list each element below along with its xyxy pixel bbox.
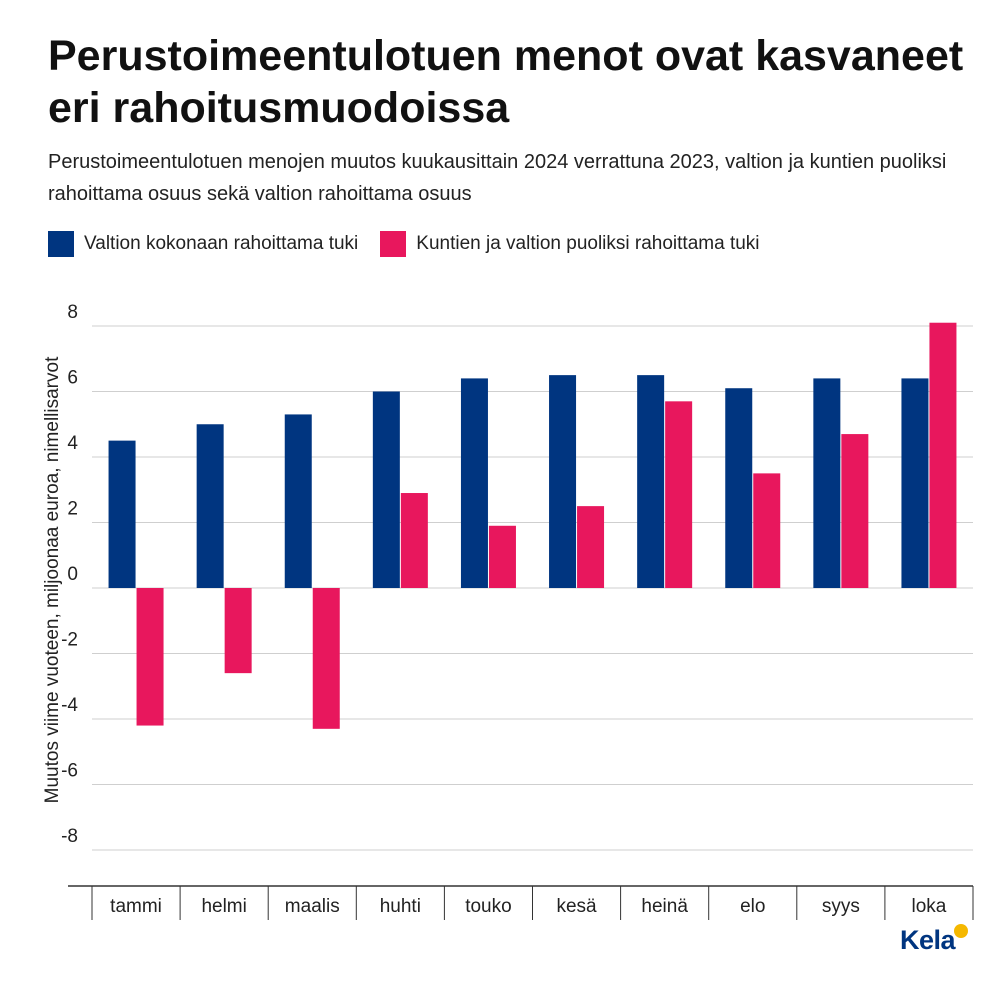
legend-item-pink: Kuntien ja valtion puoliksi rahoittama t… — [380, 231, 760, 257]
grid-layer — [92, 325, 973, 851]
bar-blue-helmi — [196, 424, 224, 588]
bar-blue-tammi — [108, 440, 136, 588]
kela-badge-icon — [954, 924, 968, 938]
x-tick-label: loka — [912, 896, 947, 917]
x-axis: tammi helmi maalis huhti touko kesä heinä elo sy… — [68, 885, 974, 920]
bar-pink-kesä — [577, 506, 605, 588]
bar-blue-maalis — [284, 414, 312, 588]
chart-subtitle: Perustoimeentulotuen menojen muutos kuuk… — [48, 151, 947, 205]
y-tick-label: -2 — [61, 630, 78, 651]
chart-title: Perustoimeentulotuen menot ovat kasvanee… — [48, 32, 964, 132]
bar-blue-loka — [901, 378, 929, 588]
bars — [108, 322, 957, 729]
bar-pink-tammi — [136, 588, 164, 726]
bar-pink-touko — [488, 525, 516, 588]
bar-blue-syys — [813, 378, 841, 588]
bar-pink-syys — [841, 434, 869, 588]
x-tick-label: helmi — [201, 896, 246, 917]
bar-blue-touko — [460, 378, 488, 588]
x-tick-label: heinä — [641, 896, 688, 917]
x-tick-label: touko — [465, 896, 511, 917]
y-tick-label: 4 — [67, 433, 78, 454]
legend-swatch-pink — [380, 231, 407, 257]
legend-label-blue: Valtion kokonaan rahoittama tuki — [84, 233, 359, 254]
y-tick-label: -8 — [61, 826, 78, 847]
y-axis-label: Muutos viime vuoteen, miljoonaa euroa, n… — [42, 356, 63, 803]
bar-blue-heinä — [637, 375, 665, 588]
bar-blue-huhti — [372, 391, 400, 588]
kela-logo: Kela — [900, 925, 956, 955]
y-tick-label: 6 — [67, 368, 78, 389]
bar-pink-elo — [753, 473, 781, 588]
x-tick-label: huhti — [380, 896, 421, 917]
x-tick-label: tammi — [110, 896, 162, 917]
y-tick-label: -4 — [61, 695, 78, 716]
bar-pink-maalis — [312, 588, 340, 729]
bar-blue-kesä — [549, 375, 577, 588]
x-tick-label: maalis — [285, 896, 340, 917]
legend-label-pink: Kuntien ja valtion puoliksi rahoittama t… — [416, 233, 760, 254]
y-axis: 8 6 4 2 0 -2 -4 -6 -8 — [61, 302, 78, 847]
x-tick-label: kesä — [556, 896, 597, 917]
y-tick-label: 8 — [67, 302, 78, 323]
bar-pink-heinä — [665, 401, 693, 588]
legend-item-blue: Valtion kokonaan rahoittama tuki — [48, 231, 358, 257]
legend-swatch-blue — [48, 231, 74, 257]
bar-pink-loka — [929, 322, 957, 588]
bar-pink-helmi — [224, 588, 252, 674]
legend: Valtion kokonaan rahoittama tuki Kuntien… — [48, 230, 782, 258]
y-tick-label: -6 — [61, 761, 78, 782]
bar-blue-elo — [725, 388, 753, 588]
x-tick-label: syys — [822, 896, 860, 917]
y-tick-label: 2 — [67, 499, 78, 520]
y-tick-label: 0 — [67, 564, 78, 585]
bar-pink-huhti — [400, 493, 428, 588]
x-tick-label: elo — [740, 896, 765, 917]
